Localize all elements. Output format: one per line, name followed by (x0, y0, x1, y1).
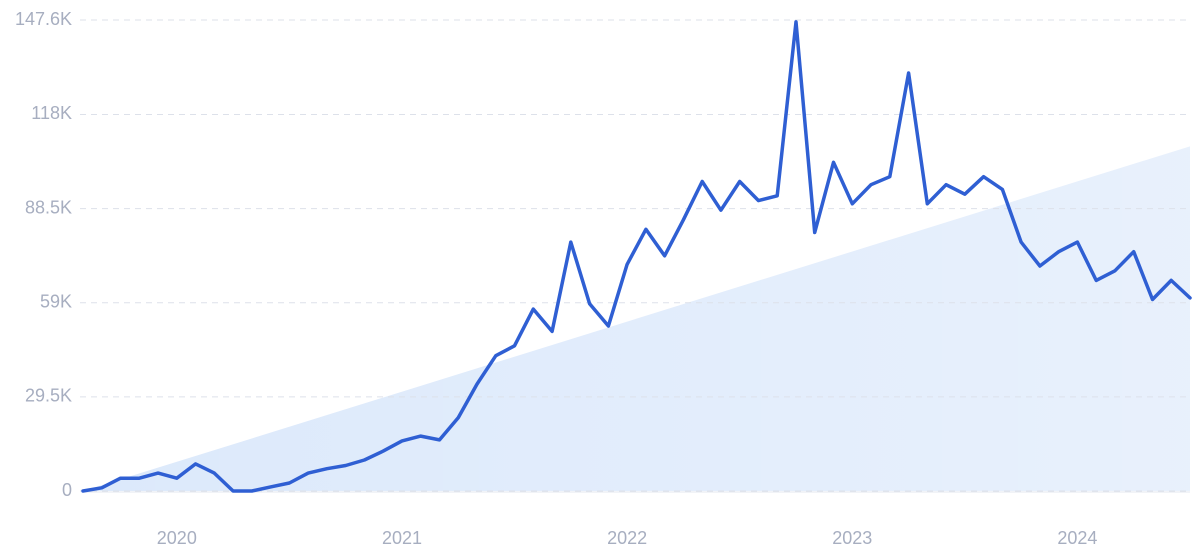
line (81, 20, 1192, 493)
x-tick-label: 2022 (607, 528, 647, 548)
x-tick-label: 2024 (1057, 528, 1097, 548)
y-tick-label: 59K (40, 291, 72, 311)
y-tick-label: 88.5K (25, 197, 72, 217)
y-tick-label: 29.5K (25, 386, 72, 406)
y-tick-label: 147.6K (15, 9, 72, 29)
x-tick-label: 2021 (382, 528, 422, 548)
y-tick-label: 0 (62, 480, 72, 500)
y-tick-label: 118K (31, 103, 72, 123)
trend-shade (83, 20, 1190, 491)
x-tick-label: 2020 (157, 528, 197, 548)
x-tick-label: 2023 (832, 528, 872, 548)
